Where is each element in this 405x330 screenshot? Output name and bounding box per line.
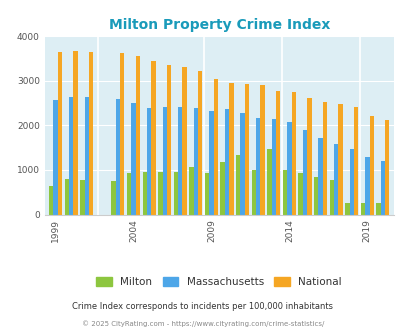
Bar	[344, 203, 349, 214]
Bar	[369, 116, 373, 214]
Bar	[360, 203, 364, 214]
Bar	[131, 103, 135, 214]
Bar	[158, 172, 162, 214]
Bar	[244, 83, 249, 214]
Bar	[189, 167, 193, 214]
Bar	[182, 67, 186, 214]
Bar	[275, 91, 280, 214]
Text: © 2025 CityRating.com - https://www.cityrating.com/crime-statistics/: © 2025 CityRating.com - https://www.city…	[82, 320, 323, 327]
Bar	[380, 161, 384, 214]
Bar	[49, 185, 53, 214]
Bar	[302, 130, 307, 214]
Title: Milton Property Crime Index: Milton Property Crime Index	[108, 18, 329, 32]
Bar	[349, 149, 353, 214]
Bar	[220, 162, 224, 214]
Bar	[80, 180, 84, 214]
Bar	[313, 177, 318, 214]
Bar	[286, 122, 291, 214]
Bar	[271, 119, 275, 214]
Bar	[162, 107, 166, 214]
Bar	[266, 149, 271, 214]
Bar	[298, 173, 302, 214]
Bar	[173, 172, 178, 215]
Bar	[353, 107, 357, 214]
Legend: Milton, Massachusetts, National: Milton, Massachusetts, National	[92, 273, 345, 291]
Bar	[115, 99, 120, 214]
Text: Crime Index corresponds to incidents per 100,000 inhabitants: Crime Index corresponds to incidents per…	[72, 302, 333, 312]
Bar	[69, 97, 73, 214]
Bar	[291, 91, 295, 214]
Bar	[322, 102, 326, 214]
Bar	[142, 172, 147, 214]
Bar	[84, 97, 89, 214]
Bar	[307, 98, 311, 214]
Bar	[166, 65, 171, 214]
Bar	[89, 52, 93, 214]
Bar	[151, 61, 155, 214]
Bar	[375, 203, 380, 214]
Bar	[58, 52, 62, 214]
Bar	[329, 180, 333, 214]
Bar	[73, 51, 77, 214]
Bar	[229, 82, 233, 214]
Bar	[251, 170, 256, 214]
Bar	[260, 85, 264, 214]
Bar	[224, 109, 229, 214]
Bar	[364, 157, 369, 214]
Bar	[178, 107, 182, 214]
Bar	[282, 170, 286, 214]
Bar	[384, 120, 388, 214]
Bar	[318, 138, 322, 214]
Bar	[337, 104, 342, 214]
Bar	[147, 108, 151, 214]
Bar	[256, 118, 260, 214]
Bar	[135, 56, 140, 214]
Bar	[64, 179, 69, 215]
Bar	[213, 79, 217, 214]
Bar	[235, 155, 240, 214]
Bar	[198, 71, 202, 214]
Bar	[111, 181, 115, 214]
Bar	[127, 173, 131, 214]
Bar	[53, 100, 58, 214]
Bar	[209, 111, 213, 214]
Bar	[120, 53, 124, 214]
Bar	[333, 144, 337, 214]
Bar	[193, 108, 198, 214]
Bar	[240, 113, 244, 214]
Bar	[205, 173, 209, 214]
